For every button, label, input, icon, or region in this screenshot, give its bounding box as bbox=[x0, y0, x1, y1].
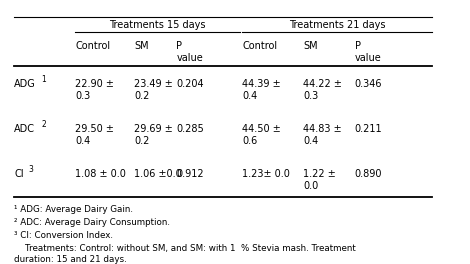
Text: Treatments: Control: without SM, and SM: with 1  % Stevia mash. Treatment
durati: Treatments: Control: without SM, and SM:… bbox=[14, 244, 356, 263]
Text: P
value: P value bbox=[355, 41, 382, 63]
Text: Control: Control bbox=[75, 41, 110, 51]
Text: ¹ ADG: Average Dairy Gain.: ¹ ADG: Average Dairy Gain. bbox=[14, 205, 133, 214]
Text: 44.83 ±
0.4: 44.83 ± 0.4 bbox=[303, 124, 342, 146]
Text: 44.39 ±
0.4: 44.39 ± 0.4 bbox=[242, 79, 281, 101]
Text: ADC: ADC bbox=[14, 124, 35, 134]
Text: P
value: P value bbox=[176, 41, 203, 63]
Text: ³ CI: Conversion Index.: ³ CI: Conversion Index. bbox=[14, 231, 113, 240]
Text: 0.912: 0.912 bbox=[176, 169, 204, 179]
Text: 1.06 ±0.0: 1.06 ±0.0 bbox=[134, 169, 182, 179]
Text: 2: 2 bbox=[41, 120, 46, 129]
Text: Treatments 21 days: Treatments 21 days bbox=[289, 20, 385, 30]
Text: 29.50 ±
0.4: 29.50 ± 0.4 bbox=[75, 124, 114, 146]
Text: 23.49 ±
0.2: 23.49 ± 0.2 bbox=[134, 79, 172, 101]
Text: 0.890: 0.890 bbox=[355, 169, 383, 179]
Text: ² ADC: Average Dairy Consumption.: ² ADC: Average Dairy Consumption. bbox=[14, 218, 170, 227]
Text: 1: 1 bbox=[41, 75, 46, 84]
Text: 1.22 ±
0.0: 1.22 ± 0.0 bbox=[303, 169, 336, 191]
Text: 0.211: 0.211 bbox=[355, 124, 383, 134]
Text: CI: CI bbox=[14, 169, 24, 179]
Text: 44.22 ±
0.3: 44.22 ± 0.3 bbox=[303, 79, 342, 101]
Text: SM: SM bbox=[303, 41, 318, 51]
Text: 1.23± 0.0: 1.23± 0.0 bbox=[242, 169, 290, 179]
Text: ADG: ADG bbox=[14, 79, 36, 89]
Text: 44.50 ±
0.6: 44.50 ± 0.6 bbox=[242, 124, 281, 146]
Text: SM: SM bbox=[134, 41, 149, 51]
Text: 22.90 ±
0.3: 22.90 ± 0.3 bbox=[75, 79, 114, 101]
Text: 3: 3 bbox=[28, 165, 33, 174]
Text: 0.285: 0.285 bbox=[176, 124, 204, 134]
Text: 1.08 ± 0.0: 1.08 ± 0.0 bbox=[75, 169, 126, 179]
Text: Treatments 15 days: Treatments 15 days bbox=[109, 20, 206, 30]
Text: 0.346: 0.346 bbox=[355, 79, 383, 89]
Text: 0.204: 0.204 bbox=[176, 79, 204, 89]
Text: Control: Control bbox=[242, 41, 277, 51]
Text: 29.69 ±
0.2: 29.69 ± 0.2 bbox=[134, 124, 172, 146]
